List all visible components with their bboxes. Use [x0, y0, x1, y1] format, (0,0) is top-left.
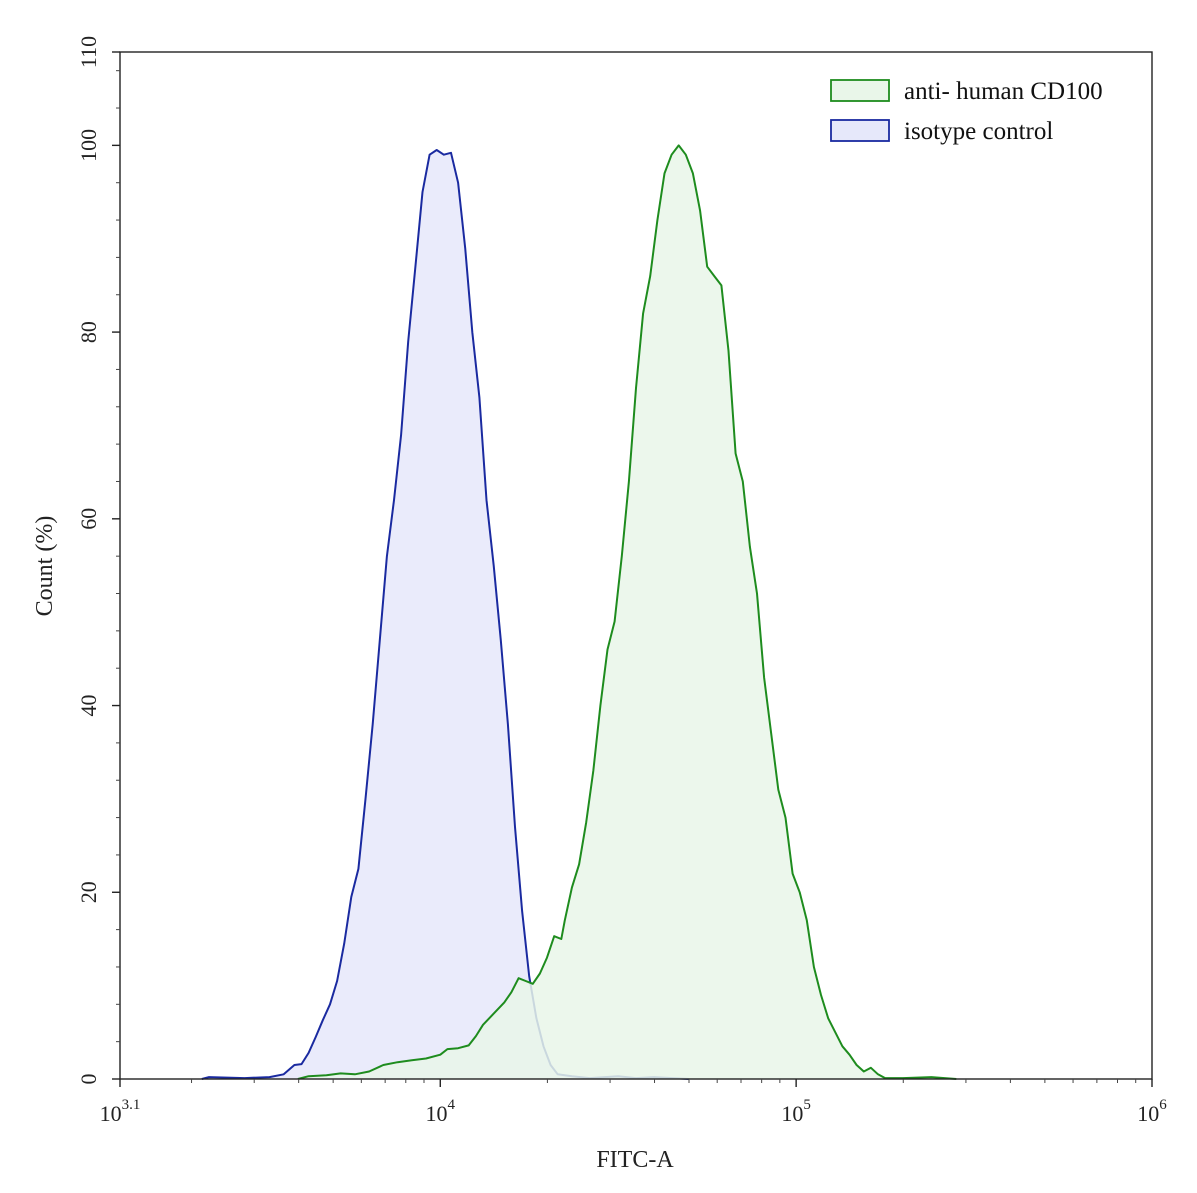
x-tick-label-1: 104: [426, 1097, 456, 1126]
series-area-1: [201, 150, 690, 1079]
y-tick-label-6: 110: [76, 36, 101, 68]
y-tick-label-2: 40: [76, 695, 101, 717]
legend-swatch-anti-human-cd100: [830, 79, 890, 102]
legend: anti- human CD100 isotype control: [830, 78, 1103, 145]
x-tick-label-0: 103.1: [100, 1097, 141, 1126]
legend-label-anti-human-cd100: anti- human CD100: [904, 78, 1103, 105]
x-axis-label: FITC-A: [596, 1147, 674, 1173]
y-tick-label-1: 20: [76, 881, 101, 903]
legend-swatch-isotype-control: [830, 119, 890, 142]
series-line-0: [297, 144, 957, 1080]
legend-label-isotype-control: isotype control: [904, 118, 1053, 145]
plot-frame: [119, 51, 1153, 1080]
y-tick-label-5: 100: [76, 129, 101, 162]
y-tick-label-3: 60: [76, 508, 101, 530]
x-tick-label-3: 106: [1137, 1097, 1167, 1126]
series-layer: [201, 144, 957, 1080]
y-tick-label-4: 80: [76, 321, 101, 343]
series-area-0: [297, 145, 957, 1079]
y-axis-label: Count (%): [32, 516, 58, 617]
ticks-layer: 0 20 40 60 80 100 110 103.1 104 105 106: [76, 36, 1167, 1126]
y-tick-label-0: 0: [76, 1074, 101, 1085]
x-tick-label-2: 105: [781, 1097, 811, 1126]
axes-layer: [119, 51, 1153, 1080]
